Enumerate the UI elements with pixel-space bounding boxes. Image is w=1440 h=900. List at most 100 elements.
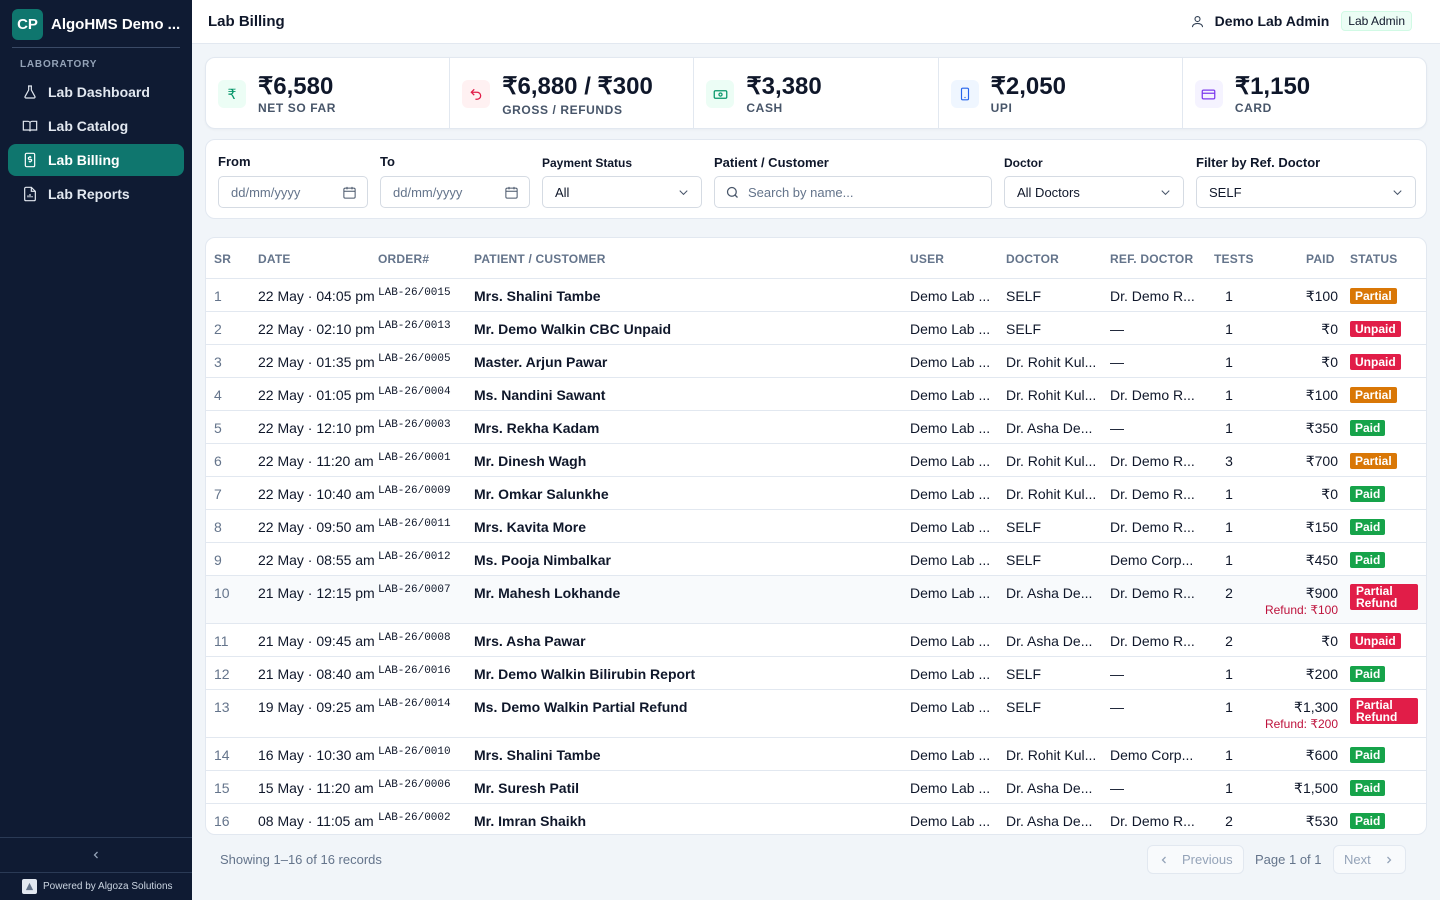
collapse-sidebar-button[interactable] [84,844,108,866]
sidebar-item-lab-catalog[interactable]: Lab Catalog [8,110,184,142]
next-page-button[interactable]: Next [1333,845,1406,874]
cell-patient: Mrs. Kavita More [474,519,587,535]
cell-tests: 3 [1225,453,1233,469]
cell-order: LAB-26/0008 [378,632,451,644]
user-menu[interactable]: Demo Lab Admin Lab Admin [1190,11,1412,31]
table-row[interactable]: 7 22 May · 10:40 am LAB-26/0009 Mr. Omkar S… [206,477,1426,510]
cell-sr: 10 [214,585,230,601]
stat-label: UPI [990,101,1013,115]
cash-icon [706,80,735,108]
sidebar-item-lab-billing[interactable]: Lab Billing [8,144,184,176]
flask-icon [24,85,36,99]
cell-paid: ₹600 [1305,747,1338,763]
sidebar-item-label: Lab Catalog [48,118,129,134]
cell-patient: Master. Arjun Pawar [474,354,608,370]
cell-doctor: SELF [1006,699,1042,715]
table-row[interactable]: 12 21 May · 08:40 am LAB-26/0016 Mr. Demo W… [206,657,1426,690]
cell-paid: ₹0 [1321,633,1338,649]
cell-paid: ₹350 [1305,420,1338,436]
cell-patient: Ms. Demo Walkin Partial Refund [474,699,688,715]
cell-date: 19 May · 09:25 am [258,699,375,715]
divider [12,47,180,48]
cell-user: Demo Lab ... [910,486,991,502]
table-row[interactable]: 11 21 May · 09:45 am LAB-26/0008 Mrs. Asha … [206,624,1426,657]
chevron-left-icon [1161,856,1166,863]
sidebar: CP AlgoHMS Demo ... LABORATORY Lab Dashb… [0,0,192,900]
cell-patient: Mrs. Rekha Kadam [474,420,600,436]
cell-order: LAB-26/0006 [378,779,451,791]
table-row[interactable]: 6 22 May · 11:20 am LAB-26/0001 Mr. Dinesh … [206,444,1426,477]
table-row[interactable]: 10 21 May · 12:15 pm LAB-26/0007 Mr. Mahesh… [206,576,1426,624]
cell-doctor: Dr. Asha De... [1006,585,1093,601]
col-ref-doctor: REF. DOCTOR [1110,252,1194,266]
status-badge: Paid [1350,780,1386,796]
cell-ref-doctor: Demo Corp... [1110,747,1194,763]
cell-ref-doctor: — [1110,666,1124,682]
doctor-value: All Doctors [1017,184,1080,200]
cell-paid: ₹530 [1305,813,1338,829]
table-header: SR DATE ORDER# PATIENT / CUSTOMER USER D… [206,238,1426,279]
doctor-select[interactable]: All Doctors [1004,176,1184,208]
stat-value: ₹6,580 [258,73,334,100]
table-row[interactable]: 14 16 May · 10:30 am LAB-26/0010 Mrs. Shali… [206,738,1426,771]
stat-card: ₹1,150 CARD [1183,58,1426,128]
status-badge: Unpaid [1350,354,1401,370]
brand[interactable]: CP AlgoHMS Demo ... [12,8,183,40]
cell-ref-doctor: — [1110,780,1124,796]
patient-search-field[interactable] [714,176,992,208]
from-date-input[interactable]: dd/mm/yyyy [218,176,368,208]
cell-tests: 1 [1225,666,1233,682]
cell-sr: 5 [214,420,222,436]
page-info: Page 1 of 1 [1255,852,1322,867]
billing-table: SR DATE ORDER# PATIENT / CUSTOMER USER D… [205,237,1427,835]
sidebar-item-lab-reports[interactable]: Lab Reports [8,178,184,210]
ref-doctor-select[interactable]: SELF [1196,176,1416,208]
cell-paid: ₹700 [1305,453,1338,469]
table-row[interactable]: 2 22 May · 02:10 pm LAB-26/0013 Mr. Demo Wa… [206,312,1426,345]
col-status: STATUS [1350,252,1398,266]
cell-doctor: Dr. Rohit Kul... [1006,354,1097,370]
sidebar-item-lab-dashboard[interactable]: Lab Dashboard [8,76,184,108]
table-row[interactable]: 4 22 May · 01:05 pm LAB-26/0004 Ms. Nandini… [206,378,1426,411]
cell-sr: 9 [214,552,222,568]
patient-search-input[interactable] [748,184,979,200]
cell-doctor: Dr. Rohit Kul... [1006,453,1097,469]
table-row[interactable]: 1 22 May · 04:05 pm LAB-26/0015 Mrs. Shalin… [206,279,1426,312]
cell-ref-doctor: Dr. Demo R... [1110,387,1195,403]
table-row[interactable]: 15 15 May · 11:20 am LAB-26/0006 Mr. Suresh… [206,771,1426,804]
cell-order: LAB-26/0004 [378,386,451,398]
cell-date: 22 May · 01:05 pm [258,387,375,403]
cell-patient: Mr. Mahesh Lokhande [474,585,621,601]
cell-user: Demo Lab ... [910,747,991,763]
app-name: AlgoHMS Demo ... [51,15,181,33]
payment-status-value: All [555,184,570,200]
table-row[interactable]: 16 08 May · 11:05 am LAB-26/0002 Mr. Imran … [206,804,1426,834]
records-count: Showing 1–16 of 16 records [220,852,382,867]
status-badge: Unpaid [1350,633,1401,649]
cell-ref-doctor: Dr. Demo R... [1110,453,1195,469]
table-row[interactable]: 9 22 May · 08:55 am LAB-26/0012 Ms. Pooja N… [206,543,1426,576]
cell-ref-doctor: — [1110,354,1124,370]
cell-tests: 1 [1225,519,1233,535]
cell-sr: 14 [214,747,230,763]
cell-ref-doctor: — [1110,699,1124,715]
cell-user: Demo Lab ... [910,354,991,370]
table-row[interactable]: 8 22 May · 09:50 am LAB-26/0011 Mrs. Kavita… [206,510,1426,543]
sidebar-item-label: Lab Reports [48,186,130,202]
refund-amount: Refund: ₹100 [1264,603,1338,617]
table-row[interactable]: 5 22 May · 12:10 pm LAB-26/0003 Mrs. Rekha … [206,411,1426,444]
cell-doctor: Dr. Asha De... [1006,780,1093,796]
to-date-input[interactable]: dd/mm/yyyy [380,176,530,208]
cell-order: LAB-26/0003 [378,419,451,431]
cell-ref-doctor: Dr. Demo R... [1110,813,1195,829]
previous-page-button[interactable]: Previous [1147,845,1244,874]
status-badge: Paid [1350,666,1386,682]
payment-status-select[interactable]: All [542,176,702,208]
cell-paid: ₹450 [1305,552,1338,568]
cell-patient: Mr. Demo Walkin Bilirubin Report [474,666,696,682]
cell-patient: Mr. Demo Walkin CBC Unpaid [474,321,672,337]
table-row[interactable]: 13 19 May · 09:25 am LAB-26/0014 Ms. Demo W… [206,690,1426,738]
from-date-placeholder: dd/mm/yyyy [231,184,301,200]
table-row[interactable]: 3 22 May · 01:35 pm LAB-26/0005 Master. Arj… [206,345,1426,378]
cell-date: 22 May · 09:50 am [258,519,375,535]
